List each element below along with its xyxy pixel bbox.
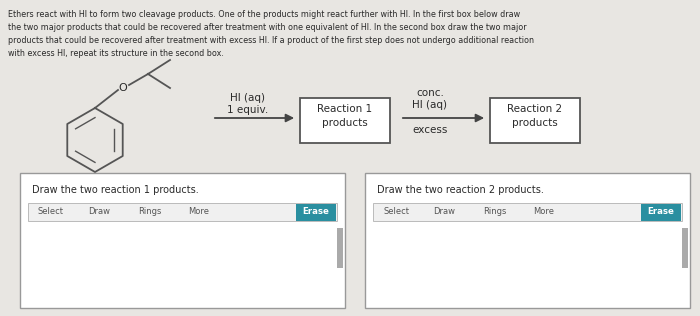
Bar [641, 204, 681, 221]
Text: Ethers react with HI to form two cleavage products. One of the products might re: Ethers react with HI to form two cleavag… [8, 10, 520, 19]
Text: Select: Select [38, 208, 64, 216]
Text: More: More [533, 208, 554, 216]
Bar [373, 203, 682, 221]
Text: Reaction 1
products: Reaction 1 products [317, 104, 372, 127]
Bar [365, 173, 690, 308]
Bar [28, 203, 337, 221]
Text: HI (aq): HI (aq) [412, 100, 447, 110]
Text: Draw the two reaction 2 products.: Draw the two reaction 2 products. [377, 185, 544, 195]
Bar [490, 98, 580, 143]
Text: Draw: Draw [88, 208, 110, 216]
Bar [20, 173, 345, 308]
Text: Draw the two reaction 1 products.: Draw the two reaction 1 products. [32, 185, 199, 195]
Bar [300, 98, 390, 143]
Text: More: More [188, 208, 209, 216]
Text: Select: Select [383, 208, 409, 216]
Text: the two major products that could be recovered after treatment with one equivale: the two major products that could be rec… [8, 23, 526, 32]
Text: 1 equiv.: 1 equiv. [228, 105, 269, 115]
Text: O: O [118, 83, 127, 93]
Text: excess: excess [412, 125, 448, 135]
Text: products that could be recovered after treatment with excess HI. If a product of: products that could be recovered after t… [8, 36, 534, 45]
Text: Erase: Erase [302, 208, 330, 216]
Text: HI (aq): HI (aq) [230, 93, 265, 103]
Text: with excess HI, repeat its structure in the second box.: with excess HI, repeat its structure in … [8, 49, 224, 58]
Text: Erase: Erase [648, 208, 674, 216]
Text: conc.: conc. [416, 88, 444, 98]
Text: Reaction 2
products: Reaction 2 products [508, 104, 563, 127]
Bar [682, 228, 688, 268]
Text: Rings: Rings [483, 208, 506, 216]
Bar [296, 204, 336, 221]
Bar [337, 228, 343, 268]
Text: Draw: Draw [433, 208, 455, 216]
Text: Rings: Rings [138, 208, 162, 216]
